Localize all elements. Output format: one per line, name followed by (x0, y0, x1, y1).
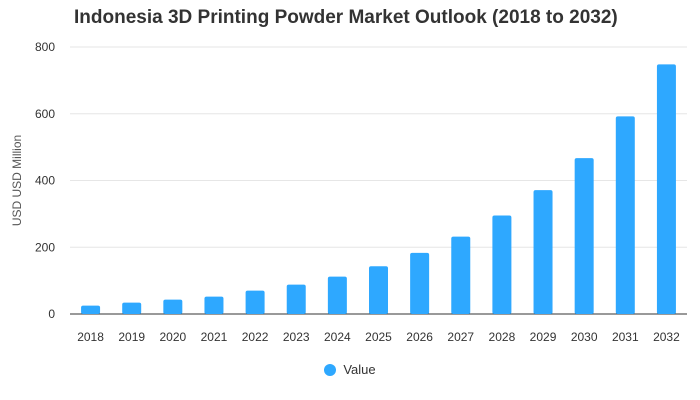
x-tick-label: 2018 (77, 330, 104, 344)
bar (533, 190, 553, 314)
bar (81, 305, 101, 314)
bar (245, 290, 265, 314)
legend: Value (0, 362, 700, 377)
x-tick-label: 2027 (447, 330, 474, 344)
x-tick-label: 2030 (571, 330, 598, 344)
bar (286, 284, 306, 314)
bar (204, 296, 224, 314)
bar (122, 302, 142, 314)
x-tick-label: 2032 (653, 330, 680, 344)
bar (163, 299, 183, 314)
y-tick-label: 600 (35, 107, 55, 121)
y-tick-label: 400 (35, 174, 55, 188)
bar (410, 252, 430, 314)
x-tick-label: 2025 (365, 330, 392, 344)
bar (574, 158, 594, 314)
x-tick-label: 2022 (242, 330, 269, 344)
bar (327, 276, 347, 314)
x-tick-label: 2028 (489, 330, 516, 344)
chart-title: Indonesia 3D Printing Powder Market Outl… (74, 7, 618, 28)
bar (615, 116, 635, 314)
y-tick-label: 0 (48, 307, 55, 321)
legend-swatch (324, 363, 337, 376)
bar (451, 236, 471, 314)
x-tick-label: 2029 (530, 330, 557, 344)
bar (656, 64, 676, 314)
x-tick-label: 2020 (159, 330, 186, 344)
bar (369, 266, 388, 314)
y-tick-label: 800 (35, 40, 55, 54)
y-tick-label: 200 (35, 240, 55, 254)
x-tick-label: 2024 (324, 330, 351, 344)
x-tick-label: 2023 (283, 330, 310, 344)
bar (492, 215, 512, 314)
x-tick-label: 2031 (612, 330, 639, 344)
x-tick-label: 2021 (201, 330, 228, 344)
y-axis-label: USD USD Million (10, 135, 24, 226)
x-tick-label: 2019 (118, 330, 145, 344)
x-tick-label: 2026 (406, 330, 433, 344)
legend-label[interactable]: Value (343, 362, 376, 377)
